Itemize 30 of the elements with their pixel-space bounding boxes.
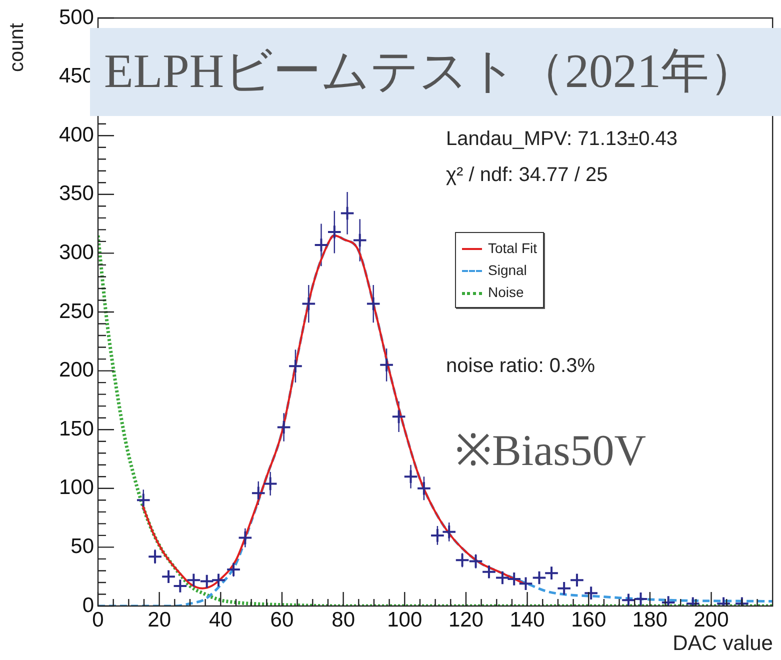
- y-tick-label: 200: [58, 358, 94, 382]
- y-tick-label: 100: [58, 476, 94, 500]
- annotation: χ² / ndf: 34.77 / 25: [446, 164, 608, 187]
- x-tick-label: 60: [270, 608, 294, 632]
- x-tick-label: 160: [571, 608, 606, 632]
- annotation: noise ratio: 0.3%: [446, 355, 595, 378]
- y-tick-label: 250: [58, 300, 94, 323]
- annotation: Landau_MPV: 71.13±0.43: [446, 128, 678, 151]
- x-tick-label: 80: [332, 608, 355, 632]
- y-tick-label: 50: [70, 534, 94, 558]
- y-tick-label: 350: [58, 182, 94, 206]
- annotation: ※Bias50V: [455, 425, 646, 477]
- legend-label: Signal: [488, 262, 527, 278]
- y-axis-title: count: [6, 23, 29, 72]
- legend-label: Total Fit: [488, 240, 538, 256]
- y-tick-label: 300: [58, 240, 94, 264]
- x-tick-label: 20: [148, 608, 172, 632]
- y-tick-label: 0: [82, 594, 94, 617]
- x-axis-title: DAC value: [672, 632, 773, 656]
- x-tick-label: 180: [632, 608, 668, 632]
- legend-label: Noise: [488, 284, 524, 300]
- x-tick-label: 200: [694, 608, 729, 632]
- x-tick-label: 100: [387, 608, 422, 632]
- y-tick-label: 500: [58, 6, 94, 29]
- y-tick-label: 400: [58, 123, 94, 146]
- x-tick-label: 120: [448, 608, 484, 632]
- text: ELPHビームテスト（2021年）: [104, 45, 757, 98]
- y-tick-label: 150: [58, 417, 94, 440]
- x-tick-label: 140: [510, 608, 545, 632]
- x-tick-label: 40: [208, 608, 232, 632]
